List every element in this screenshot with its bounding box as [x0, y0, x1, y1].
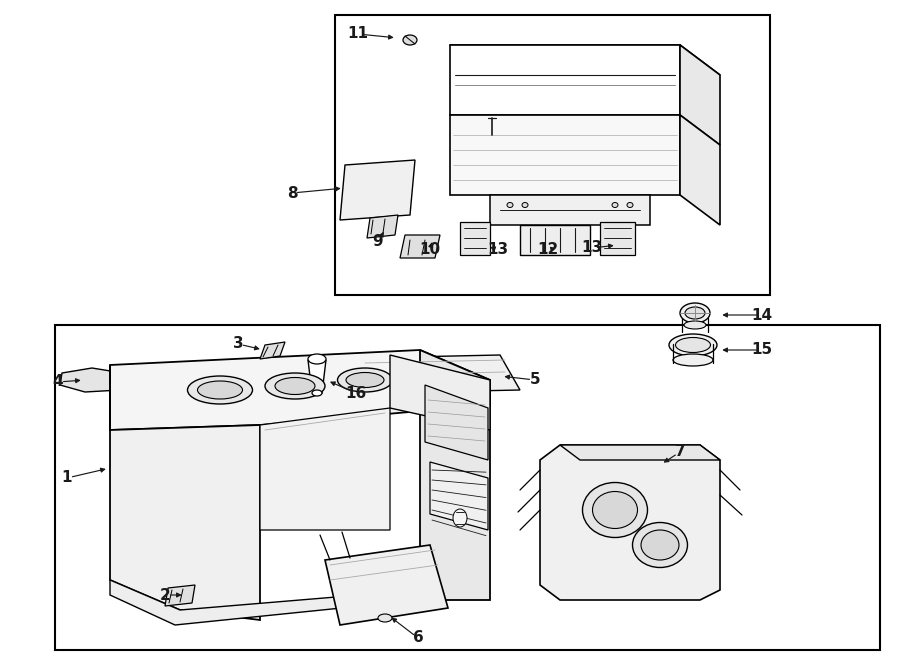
Polygon shape — [390, 355, 490, 430]
Ellipse shape — [582, 483, 647, 537]
Polygon shape — [425, 385, 488, 460]
Ellipse shape — [627, 202, 633, 208]
Polygon shape — [367, 215, 398, 238]
Text: 4: 4 — [53, 375, 63, 389]
Polygon shape — [450, 115, 680, 195]
Ellipse shape — [308, 354, 326, 364]
Ellipse shape — [312, 390, 322, 396]
Polygon shape — [340, 160, 415, 220]
Polygon shape — [360, 355, 520, 393]
Ellipse shape — [633, 522, 688, 568]
Text: 11: 11 — [347, 26, 368, 42]
Polygon shape — [325, 545, 448, 625]
Text: 1: 1 — [62, 471, 72, 485]
Polygon shape — [520, 225, 590, 255]
Text: 2: 2 — [159, 588, 170, 602]
Polygon shape — [680, 115, 720, 225]
Text: 3: 3 — [233, 336, 243, 352]
Polygon shape — [450, 45, 680, 115]
Ellipse shape — [338, 368, 392, 392]
Text: 8: 8 — [287, 186, 297, 200]
Ellipse shape — [676, 338, 710, 352]
Ellipse shape — [522, 202, 528, 208]
Text: 15: 15 — [752, 342, 772, 358]
Text: 5: 5 — [530, 373, 540, 387]
Text: 14: 14 — [752, 307, 772, 323]
Text: 10: 10 — [419, 243, 441, 258]
Text: 7: 7 — [675, 444, 685, 459]
Polygon shape — [450, 45, 720, 75]
Ellipse shape — [507, 202, 513, 208]
Polygon shape — [60, 368, 135, 392]
Polygon shape — [490, 195, 650, 225]
Polygon shape — [308, 360, 326, 393]
Text: 13: 13 — [488, 243, 508, 258]
Ellipse shape — [612, 202, 618, 208]
Text: 12: 12 — [537, 243, 559, 258]
Polygon shape — [110, 580, 420, 625]
Ellipse shape — [265, 373, 325, 399]
Ellipse shape — [275, 377, 315, 395]
Ellipse shape — [346, 373, 384, 387]
Polygon shape — [110, 350, 490, 430]
Polygon shape — [260, 408, 390, 530]
Polygon shape — [260, 342, 285, 359]
Bar — [335, 15, 770, 295]
Ellipse shape — [669, 334, 717, 356]
Polygon shape — [430, 462, 488, 530]
Bar — [55, 325, 880, 650]
Polygon shape — [600, 222, 635, 255]
Text: 9: 9 — [373, 235, 383, 249]
Polygon shape — [110, 365, 260, 620]
Ellipse shape — [685, 307, 705, 319]
Ellipse shape — [673, 354, 713, 366]
Ellipse shape — [592, 492, 637, 529]
Ellipse shape — [680, 303, 710, 323]
Polygon shape — [165, 585, 195, 606]
Ellipse shape — [453, 509, 467, 527]
Polygon shape — [400, 235, 440, 258]
Ellipse shape — [378, 614, 392, 622]
Ellipse shape — [641, 530, 679, 560]
Polygon shape — [460, 222, 490, 255]
Ellipse shape — [403, 35, 417, 45]
Text: 13: 13 — [581, 241, 603, 256]
Text: 16: 16 — [346, 385, 366, 401]
Polygon shape — [680, 45, 720, 145]
Polygon shape — [560, 445, 720, 460]
Polygon shape — [540, 445, 720, 600]
Ellipse shape — [197, 381, 242, 399]
Text: 6: 6 — [412, 631, 423, 646]
Ellipse shape — [187, 376, 253, 404]
Polygon shape — [420, 350, 490, 600]
Ellipse shape — [684, 321, 706, 329]
